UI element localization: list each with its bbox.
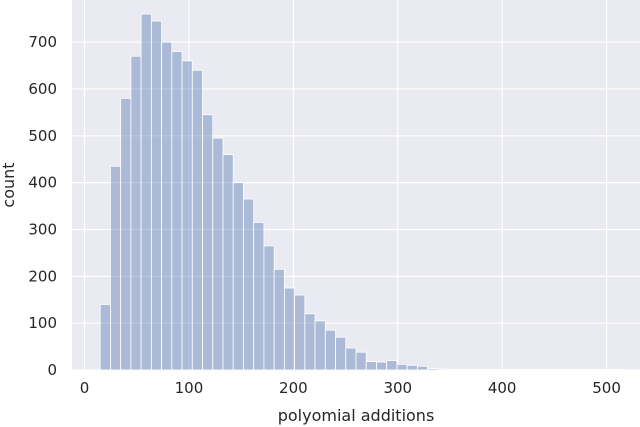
histogram-bar — [365, 361, 377, 371]
histogram-bar — [181, 60, 193, 371]
x-axis-label: polyomial additions — [278, 406, 435, 425]
histogram-bar — [140, 13, 152, 371]
histogram-bar — [253, 222, 265, 371]
histogram-bar — [376, 361, 388, 371]
histogram-bar — [294, 294, 306, 371]
histogram-bar — [232, 182, 244, 371]
y-axis-label: count — [0, 162, 18, 207]
histogram-bar — [283, 287, 296, 371]
x-tick-label: 0 — [80, 379, 90, 397]
y-tick-labels: 0 100 200 300 400 500 600 700 — [28, 33, 57, 379]
histogram-bar — [212, 137, 224, 371]
y-tick-label: 600 — [28, 80, 57, 98]
histogram-bar — [437, 368, 449, 371]
histogram-bar — [273, 268, 285, 371]
y-tick-label: 500 — [28, 127, 57, 145]
histogram-bar — [335, 336, 347, 371]
histogram-bar — [396, 363, 408, 371]
grid-lines — [72, 0, 640, 371]
x-tick-labels: 0 100 200 300 400 500 — [80, 379, 621, 397]
histogram-bar — [314, 320, 326, 371]
histogram-bar — [161, 41, 173, 371]
histogram-bar — [171, 51, 183, 371]
histogram-bar — [120, 97, 132, 371]
x-tick-label: 100 — [175, 379, 204, 397]
x-tick-label: 300 — [383, 379, 412, 397]
histogram-bar — [243, 198, 255, 371]
y-tick-label: 400 — [28, 174, 57, 192]
histogram-bar — [406, 364, 418, 371]
histogram-bar — [110, 165, 122, 371]
histogram-bar — [386, 360, 398, 371]
histogram-bar — [202, 114, 214, 371]
histogram-bar — [222, 154, 234, 371]
histogram-bar — [150, 20, 162, 371]
x-tick-label: 200 — [279, 379, 308, 397]
x-tick-label: 400 — [488, 379, 517, 397]
histogram-bar — [304, 313, 316, 371]
histogram-bar — [427, 368, 439, 371]
x-tick-label: 500 — [592, 379, 621, 397]
histogram-bar — [416, 365, 429, 371]
histogram-bar — [355, 351, 367, 371]
histogram-bar — [191, 69, 203, 371]
histogram-bar — [99, 304, 111, 371]
y-tick-label: 700 — [28, 33, 57, 51]
y-tick-label: 200 — [28, 267, 57, 285]
histogram-bar — [263, 245, 275, 371]
plot-area — [72, 0, 640, 370]
y-tick-label: 0 — [47, 361, 57, 379]
histogram-bar — [130, 55, 142, 371]
histogram-bar — [345, 347, 357, 371]
y-tick-label: 100 — [28, 314, 57, 332]
y-tick-label: 300 — [28, 220, 57, 238]
bars — [99, 13, 623, 371]
histogram-bar — [324, 329, 336, 371]
